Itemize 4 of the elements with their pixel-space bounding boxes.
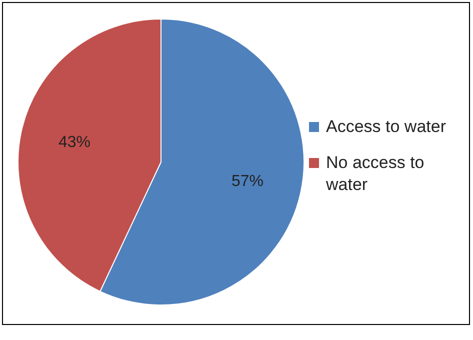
legend-label: Access to water — [326, 116, 446, 138]
data-label: 43% — [58, 134, 90, 152]
data-label: 57% — [232, 172, 264, 190]
legend-label: No access to water — [326, 152, 426, 196]
